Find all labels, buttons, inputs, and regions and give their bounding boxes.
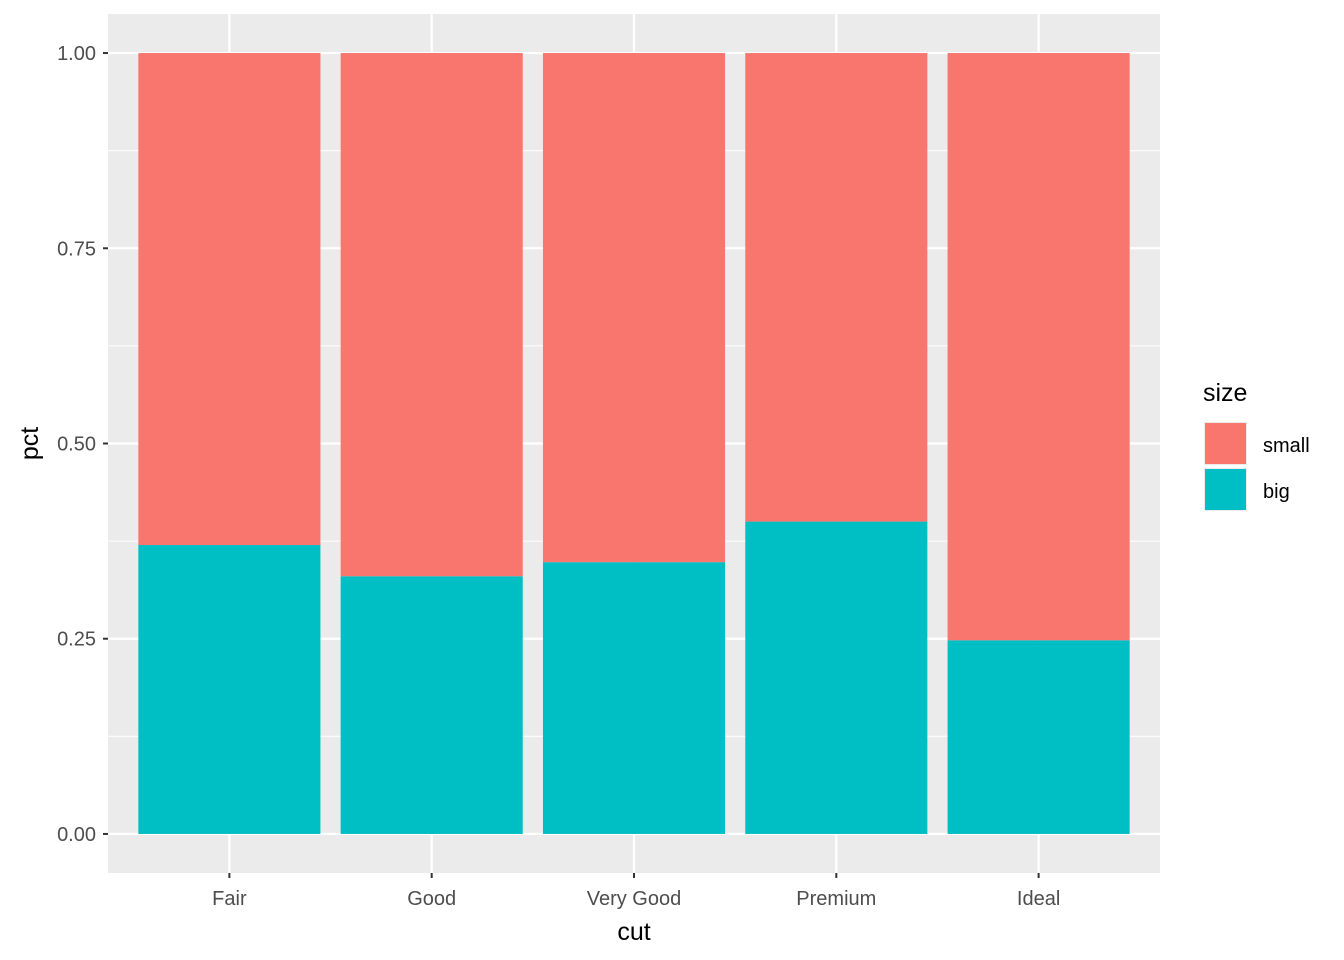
legend-label-small: small <box>1263 435 1310 457</box>
bar-big-very-good <box>542 562 726 834</box>
x-tick-label: Good <box>407 888 456 910</box>
x-tick-label: Premium <box>796 888 876 910</box>
legend-swatch-big <box>1205 469 1246 510</box>
bar-big-ideal <box>947 640 1130 834</box>
legend-swatch-small <box>1205 423 1246 464</box>
bar-small-ideal <box>947 53 1130 641</box>
y-tick-label: 0.75 <box>57 238 96 260</box>
bar-small-very-good <box>542 53 726 563</box>
bar-big-good <box>340 576 523 834</box>
bar-big-premium <box>745 521 928 834</box>
x-axis-title: cut <box>617 918 650 946</box>
bars <box>138 53 1130 834</box>
x-axis: Fair Good Very Good Premium Ideal <box>212 873 1060 910</box>
y-tick-label: 1.00 <box>57 43 96 65</box>
legend: size small big <box>1203 379 1310 511</box>
x-tick-label: Fair <box>212 888 247 910</box>
y-tick-label: 0.00 <box>57 824 96 846</box>
bar-big-fair <box>138 545 321 834</box>
bar-small-fair <box>138 53 321 546</box>
legend-title: size <box>1203 379 1247 407</box>
bar-small-premium <box>745 53 928 522</box>
x-tick-label: Ideal <box>1017 888 1060 910</box>
x-tick-label: Very Good <box>587 888 682 910</box>
y-tick-label: 0.25 <box>57 629 96 651</box>
y-axis-title: pct <box>16 427 44 460</box>
y-axis: 0.00 0.25 0.50 0.75 1.00 <box>57 43 108 846</box>
legend-label-big: big <box>1263 481 1290 503</box>
y-tick-label: 0.50 <box>57 434 96 456</box>
bar-small-good <box>340 53 523 577</box>
